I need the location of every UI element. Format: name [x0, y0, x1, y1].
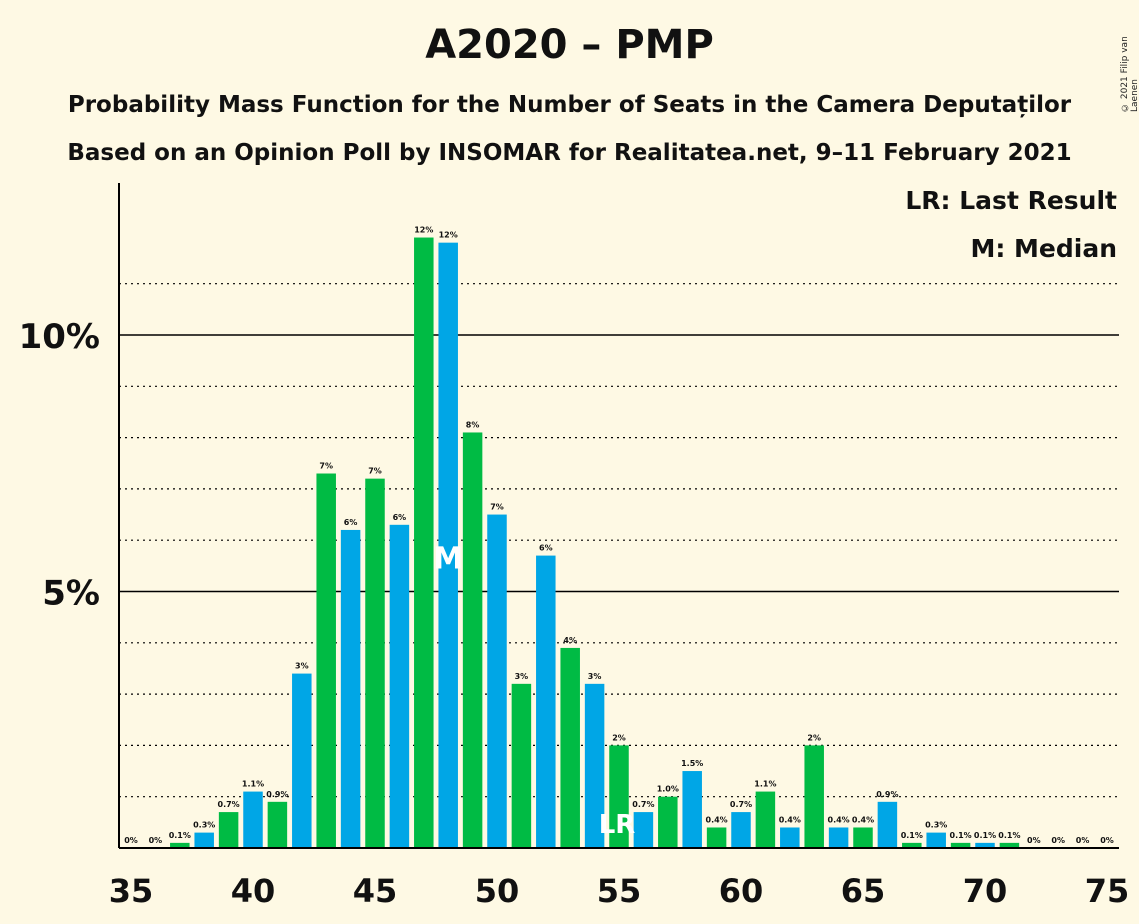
bar-seat-37	[170, 842, 190, 848]
bar-value-label-57: 1.0%	[657, 785, 679, 794]
bar-seat-69	[950, 842, 971, 848]
bar-value-label-45: 7%	[368, 467, 382, 476]
bar-value-label-36: 0%	[149, 836, 163, 845]
legend-median: M: Median	[970, 234, 1117, 263]
bar-value-label-75: 0%	[1100, 836, 1114, 845]
x-tick-label-45: 45	[353, 872, 398, 910]
bar-seat-59	[706, 827, 727, 848]
bar-value-label-58: 1.5%	[681, 759, 703, 768]
x-tick-label-35: 35	[109, 872, 154, 910]
bar-value-label-63: 2%	[807, 733, 821, 742]
median-marker: M	[433, 541, 463, 576]
bar-seat-49	[462, 432, 483, 848]
last-result-marker: LR	[599, 810, 636, 840]
bar-seat-39	[218, 812, 239, 848]
bar-value-label-55: 2%	[612, 733, 626, 742]
bar-seat-70	[975, 842, 995, 848]
bar-value-label-64: 0.4%	[828, 815, 850, 824]
bar-value-label-44: 6%	[344, 518, 358, 527]
bar-value-label-37: 0.1%	[169, 831, 191, 840]
bar-seat-43	[316, 473, 336, 848]
x-tick-label-65: 65	[841, 872, 886, 910]
bar-seat-53	[560, 647, 580, 848]
bar-seat-64	[828, 827, 849, 848]
x-tick-label-70: 70	[963, 872, 1008, 910]
bar-value-label-35: 0%	[124, 836, 138, 845]
bar-seat-38	[194, 832, 214, 848]
bar-seat-56	[633, 812, 654, 848]
bar-seat-51	[511, 683, 532, 848]
chart-subtitle-source: Based on an Opinion Poll by INSOMAR for …	[67, 140, 1072, 166]
bar-value-label-49: 8%	[466, 420, 480, 429]
bar-value-label-41: 0.9%	[266, 790, 288, 799]
y-tick-label-5: 5%	[42, 574, 100, 614]
bar-seat-46	[389, 524, 410, 848]
bar-value-label-67: 0.1%	[901, 831, 923, 840]
bar-seat-45	[365, 478, 385, 848]
bar-value-label-53: 4%	[563, 636, 577, 645]
bar-value-label-70: 0.1%	[974, 831, 996, 840]
x-tick-label-40: 40	[231, 872, 276, 910]
bar-seat-61	[755, 791, 776, 848]
x-tick-label-50: 50	[475, 872, 520, 910]
bar-value-label-56: 0.7%	[632, 800, 654, 809]
bar-value-label-72: 0%	[1027, 836, 1041, 845]
chart-title: A2020 – PMP	[425, 22, 714, 68]
bar-value-label-66: 0.9%	[876, 790, 898, 799]
bar-value-label-71: 0.1%	[998, 831, 1020, 840]
bar-value-label-73: 0%	[1051, 836, 1065, 845]
bar-seat-48	[438, 242, 458, 848]
bar-seat-40	[243, 791, 263, 848]
bar-seat-54	[584, 683, 605, 848]
bar-value-label-46: 6%	[393, 513, 407, 522]
bar-value-label-74: 0%	[1076, 836, 1090, 845]
bar-seat-63	[804, 745, 824, 848]
bar-seat-55	[609, 745, 629, 848]
bar-value-label-68: 0.3%	[925, 821, 947, 830]
bar-value-label-52: 6%	[539, 544, 553, 553]
x-tick-label-60: 60	[719, 872, 764, 910]
bar-value-label-61: 1.1%	[754, 780, 776, 789]
bar-seat-67	[902, 842, 922, 848]
chart-subtitle-description: Probability Mass Function for the Number…	[67, 92, 1072, 118]
bar-seat-44	[340, 529, 361, 848]
bar-value-label-60: 0.7%	[730, 800, 752, 809]
y-tick-label-10: 10%	[19, 317, 100, 357]
bar-value-label-50: 7%	[490, 503, 504, 512]
bar-value-label-69: 0.1%	[950, 831, 972, 840]
bar-seat-42	[292, 673, 312, 848]
bar-value-label-65: 0.4%	[852, 815, 874, 824]
bar-seat-66	[877, 801, 898, 848]
bar-value-label-51: 3%	[515, 672, 529, 681]
bar-value-label-38: 0.3%	[193, 821, 215, 830]
bar-seat-47	[414, 237, 434, 848]
bar-seat-50	[487, 514, 507, 848]
bar-seat-41	[267, 801, 288, 848]
bar-value-label-59: 0.4%	[706, 815, 728, 824]
bar-value-label-47: 12%	[414, 226, 433, 235]
bar-seat-58	[682, 771, 702, 848]
x-tick-label-55: 55	[597, 872, 642, 910]
bar-value-label-40: 1.1%	[242, 780, 264, 789]
bar-seat-71	[999, 842, 1020, 848]
legend-last-result: LR: Last Result	[905, 186, 1117, 215]
bar-seat-65	[853, 827, 873, 848]
bar-value-label-42: 3%	[295, 662, 309, 671]
bar-value-label-54: 3%	[588, 672, 602, 681]
bar-value-label-62: 0.4%	[779, 815, 801, 824]
x-tick-label-75: 75	[1085, 872, 1130, 910]
bar-seat-62	[780, 827, 800, 848]
bar-seat-60	[731, 812, 751, 848]
bar-value-label-43: 7%	[319, 462, 333, 471]
bar-seat-52	[536, 555, 556, 848]
bar-seat-68	[926, 832, 946, 848]
bar-seat-57	[658, 796, 678, 848]
bar-value-label-39: 0.7%	[218, 800, 240, 809]
bar-value-label-48: 12%	[439, 231, 458, 240]
